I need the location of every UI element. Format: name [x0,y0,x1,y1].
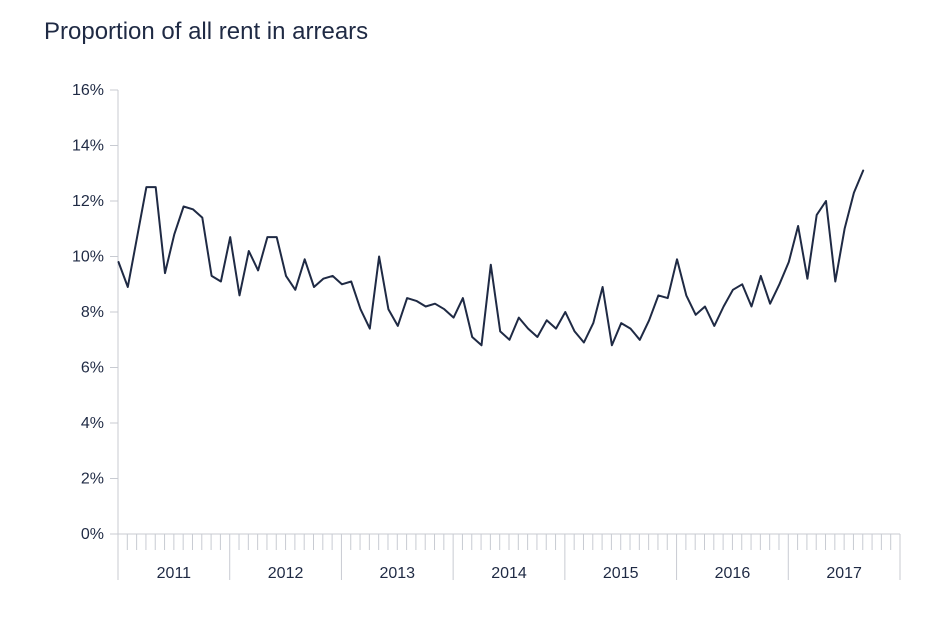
y-tick-label: 10% [72,249,104,266]
x-tick-label: 2016 [715,565,751,582]
y-tick-label: 6% [81,360,104,377]
y-tick-label: 14% [72,138,104,155]
y-tick-label: 0% [81,526,104,543]
x-tick-label: 2014 [491,565,527,582]
chart-title: Proportion of all rent in arrears [44,18,369,45]
x-tick-label: 2011 [157,565,192,582]
x-axis: 2011 2012 2013 2014 2015 2016 2017 [117,533,901,582]
series-group [117,169,865,347]
y-tick-label: 12% [72,193,104,210]
x-tick-label: 2017 [826,565,862,582]
x-tick-label: 2013 [379,565,415,582]
y-tick-label: 16% [72,82,104,99]
y-tick-label: 8% [81,304,104,321]
y-tick-label: 2% [81,471,104,488]
series-line [117,169,865,347]
y-axis: 0% 2% 4% 6% 8% 10% 12% 14% 16% [72,82,119,543]
x-tick-label: 2015 [603,565,639,582]
y-tick-label: 4% [81,415,104,432]
x-tick-label: 2012 [268,565,304,582]
